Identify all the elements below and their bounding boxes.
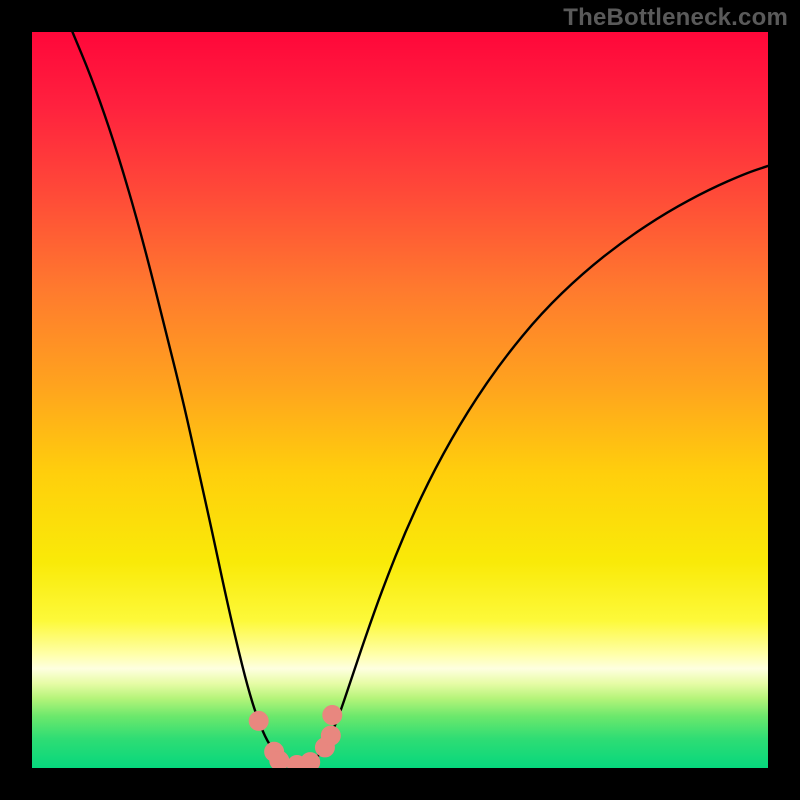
watermark-text: TheBottleneck.com: [563, 4, 788, 32]
data-marker: [270, 751, 289, 770]
chart-canvas: [0, 0, 800, 800]
data-marker: [321, 726, 340, 745]
plot-area: [32, 32, 768, 775]
data-marker: [323, 706, 342, 725]
gradient-background: [32, 32, 768, 768]
data-marker: [249, 711, 268, 730]
